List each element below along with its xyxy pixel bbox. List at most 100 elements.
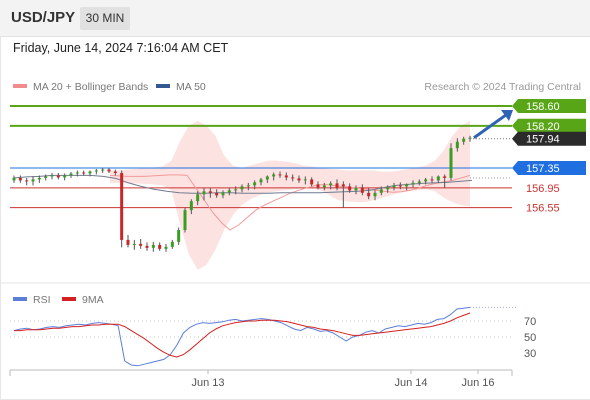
candle-body xyxy=(392,185,396,188)
candle-body xyxy=(316,184,320,188)
last-price-label: 157.94 xyxy=(526,134,560,146)
candle-body xyxy=(265,176,269,180)
candle-body xyxy=(50,175,54,177)
candle-body xyxy=(348,186,352,191)
level-label-158.60: 158.60 xyxy=(526,101,560,113)
candle-body xyxy=(170,241,174,247)
candle-body xyxy=(196,194,200,202)
candle-body xyxy=(246,185,250,187)
candle-body xyxy=(164,246,168,249)
candle-body xyxy=(310,179,314,185)
candle-body xyxy=(139,243,143,246)
rsi-y-tick: 30 xyxy=(524,348,536,360)
candle-body xyxy=(126,239,130,245)
candle-body xyxy=(373,192,377,197)
candle-body xyxy=(221,192,225,196)
bollinger-band xyxy=(110,120,470,270)
candle-body xyxy=(341,184,345,187)
rsi-legend-label: 9MA xyxy=(82,294,104,306)
candle-body xyxy=(360,187,364,193)
rsi-legend-label: RSI xyxy=(33,294,51,306)
legend-swatch xyxy=(156,84,170,88)
candle-body xyxy=(259,179,263,183)
candle-body xyxy=(12,177,16,181)
rsi-y-tick: 50 xyxy=(524,332,536,344)
level-label-156.95: 156.95 xyxy=(526,183,560,195)
candle-body xyxy=(367,192,371,197)
legend-swatch xyxy=(13,84,27,88)
rsi-y-tick: 70 xyxy=(524,316,536,328)
timeframe-button[interactable]: 30 MIN xyxy=(80,7,130,30)
candle-body xyxy=(18,177,22,181)
candle-body xyxy=(335,183,339,188)
candle-body xyxy=(455,141,459,149)
level-tag-157.35 xyxy=(512,161,586,175)
candle-body xyxy=(37,177,41,180)
forecast-arrow-head xyxy=(501,110,513,121)
candle-body xyxy=(75,172,79,174)
candle-body xyxy=(183,210,187,230)
candle-body xyxy=(253,182,257,186)
candle-body xyxy=(63,175,67,178)
legend-label: MA 20 + Bollinger Bands xyxy=(33,81,148,93)
candle-body xyxy=(31,179,35,182)
candle-body xyxy=(386,187,390,190)
candle-body xyxy=(322,185,326,188)
candle-body xyxy=(272,174,276,177)
level-tag-158.60 xyxy=(512,99,586,113)
candle-body xyxy=(405,184,409,187)
x-tick-label: Jun 14 xyxy=(394,377,427,389)
x-tick-label: Jun 13 xyxy=(191,377,224,389)
rsi-legend-swatch xyxy=(62,297,76,301)
candle-body xyxy=(462,138,466,142)
candle-body xyxy=(417,181,421,183)
last-price-tag xyxy=(512,131,586,146)
candle-body xyxy=(145,245,149,248)
level-label-156.55: 156.55 xyxy=(526,203,560,215)
candle-body xyxy=(291,177,295,179)
candle-body xyxy=(132,243,136,245)
candle-body xyxy=(436,176,440,181)
candle-body xyxy=(25,180,29,182)
candle-body xyxy=(189,201,193,211)
candle-body xyxy=(101,169,105,171)
candle-body xyxy=(113,171,117,173)
candle-body xyxy=(234,189,238,191)
candle-body xyxy=(449,148,453,178)
candle-body xyxy=(158,244,162,249)
candle-body xyxy=(208,191,212,193)
forecast-arrow xyxy=(473,113,507,139)
x-tick-label: Jun 16 xyxy=(461,377,494,389)
level-label-158.20: 158.20 xyxy=(526,121,560,133)
candle-body xyxy=(240,186,244,190)
candle-body xyxy=(151,244,155,248)
candle-body xyxy=(379,189,383,193)
candle-body xyxy=(69,173,73,176)
candle-body xyxy=(94,170,98,172)
legend-label: MA 50 xyxy=(176,81,206,93)
candle-body xyxy=(107,169,111,172)
level-label-157.35: 157.35 xyxy=(526,163,560,175)
candle-body xyxy=(202,191,206,195)
candle-body xyxy=(88,171,92,174)
level-tag-158.20 xyxy=(512,118,586,133)
chart-header: USD/JPY 30 MIN xyxy=(0,0,590,37)
rsi-ma9-line xyxy=(14,312,471,358)
candle-body xyxy=(424,179,428,182)
candle-body xyxy=(44,176,48,178)
candle-body xyxy=(227,190,231,193)
candle-body xyxy=(329,183,333,186)
candle-body xyxy=(303,179,307,181)
candle-body xyxy=(82,172,86,174)
candle-body xyxy=(56,175,60,178)
candle-body xyxy=(284,175,288,178)
candle-body xyxy=(354,187,358,191)
rsi-line xyxy=(13,306,471,367)
candle-body xyxy=(430,179,434,181)
candle-body xyxy=(398,185,402,187)
candle-body xyxy=(177,230,181,242)
candle-body xyxy=(215,192,219,196)
credit-text: Research © 2024 Trading Central xyxy=(424,81,581,93)
candle-body xyxy=(443,176,447,178)
